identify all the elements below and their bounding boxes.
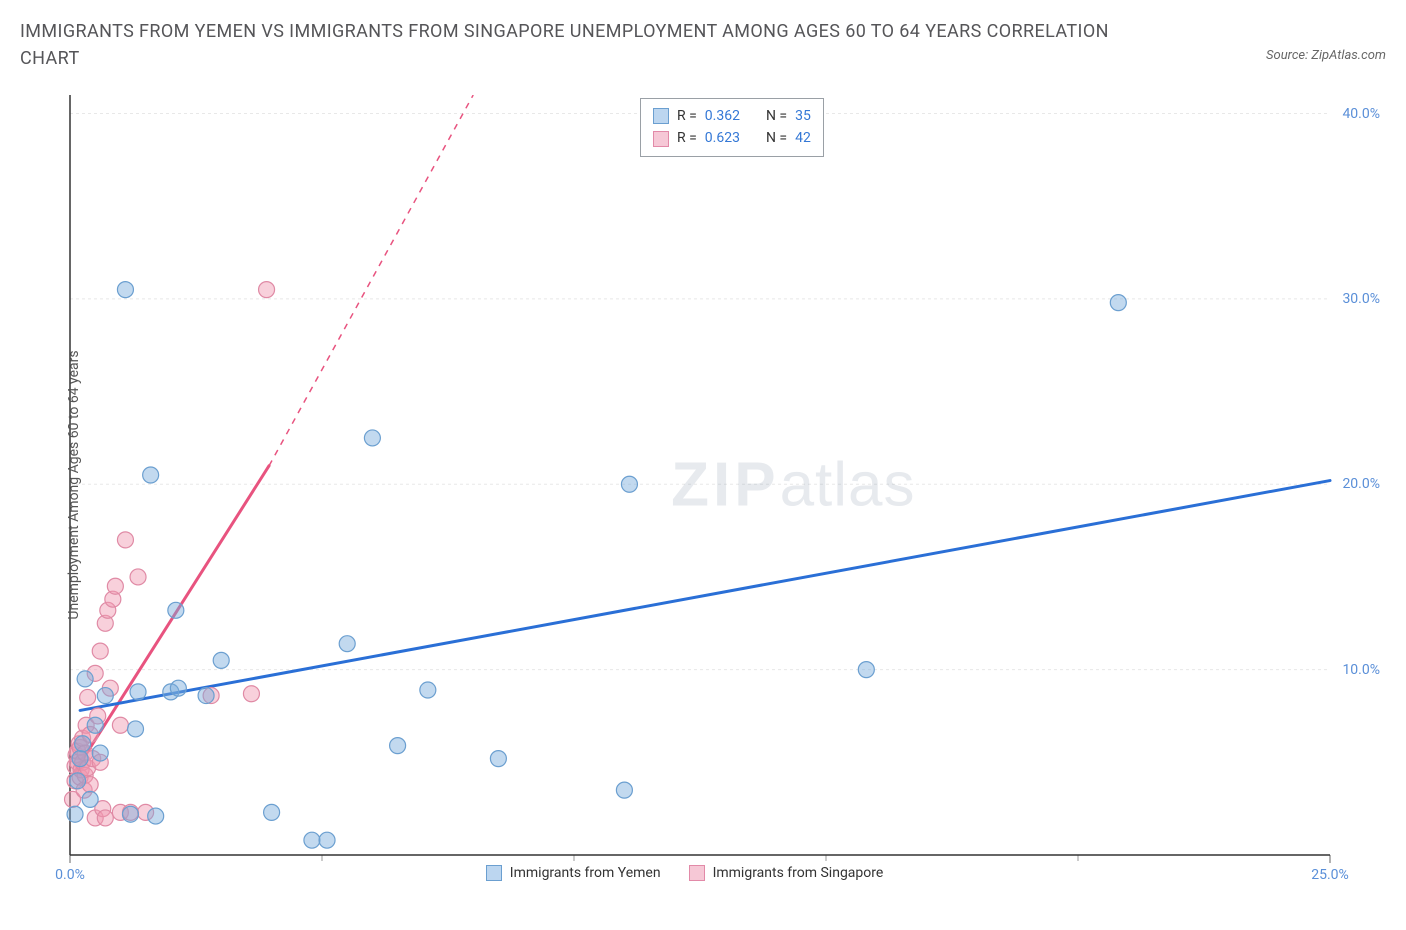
series-legend: Immigrants from Yemen Immigrants from Si… [486,865,884,881]
legend-swatch-yemen [653,108,669,124]
legend-row-singapore: R = 0.623 N = 42 [653,127,811,149]
r-value-singapore: 0.623 [705,127,740,149]
source-attribution: Source: ZipAtlas.com [1266,48,1386,63]
x-tick-label: 25.0% [1311,867,1349,883]
legend-label-singapore: Immigrants from Singapore [713,865,884,881]
y-tick-label: 20.0% [1342,476,1380,492]
r-label: R = [677,105,697,127]
x-tick-label: 0.0% [55,867,85,883]
chart-area: Unemployment Among Ages 60 to 64 years Z… [60,95,1380,875]
scatter-plot [60,95,1380,895]
r-label: R = [677,127,697,149]
legend-label-yemen: Immigrants from Yemen [510,865,661,881]
n-value-singapore: 42 [795,127,811,149]
legend-swatch-singapore [689,865,705,881]
n-value-yemen: 35 [795,105,811,127]
y-tick-label: 40.0% [1342,106,1380,122]
legend-item-singapore: Immigrants from Singapore [689,865,884,881]
y-tick-label: 10.0% [1342,662,1380,678]
n-label: N = [766,105,787,127]
y-axis-label: Unemployment Among Ages 60 to 64 years [66,350,82,619]
y-tick-label: 30.0% [1342,291,1380,307]
legend-swatch-yemen [486,865,502,881]
chart-title: IMMIGRANTS FROM YEMEN VS IMMIGRANTS FROM… [20,18,1120,72]
r-value-yemen: 0.362 [705,105,740,127]
n-label: N = [766,127,787,149]
legend-row-yemen: R = 0.362 N = 35 [653,105,811,127]
legend-swatch-singapore [653,131,669,147]
legend-item-yemen: Immigrants from Yemen [486,865,661,881]
correlation-legend: R = 0.362 N = 35 R = 0.623 N = 42 [640,98,824,157]
